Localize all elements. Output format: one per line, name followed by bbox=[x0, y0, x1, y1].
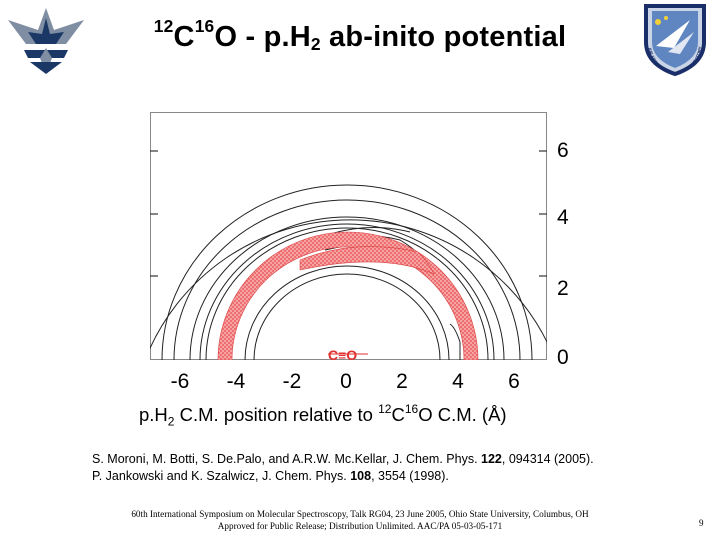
potential-contour-diagram bbox=[150, 112, 547, 360]
inner-contour bbox=[253, 273, 441, 360]
x-tick-label: -6 bbox=[170, 370, 190, 393]
outer-contour bbox=[150, 219, 547, 350]
contour bbox=[449, 323, 461, 360]
x-tick-label: -4 bbox=[226, 370, 246, 393]
x-axis-label: p.H2 C.M. position relative to 12C16O C.… bbox=[139, 402, 507, 429]
x-tick-label: 2 bbox=[396, 370, 408, 393]
page-number: 9 bbox=[699, 518, 704, 528]
contour bbox=[189, 216, 505, 360]
x-tick-label: 6 bbox=[508, 370, 520, 393]
highlight-inner-lobe bbox=[299, 246, 435, 275]
contour bbox=[205, 227, 489, 360]
molecule-label: C≡O bbox=[328, 347, 358, 363]
y-tick-label: 0 bbox=[557, 346, 569, 369]
footer-line-1: 60th International Symposium on Molecula… bbox=[131, 509, 589, 519]
slide-title: 12C16O - p.H2 ab-inito potential bbox=[153, 16, 567, 54]
y-tick-label: 2 bbox=[557, 277, 569, 300]
afrl-shield-logo: AIR FORCE RESEARCH LABORATORY bbox=[644, 4, 706, 77]
air-force-wings-logo bbox=[8, 8, 84, 74]
footer-line-2: Approved for Public Release; Distributio… bbox=[217, 521, 503, 531]
contour bbox=[161, 184, 533, 360]
reference-1: S. Moroni, M. Botti, S. De.Palo, and A.R… bbox=[92, 452, 594, 466]
x-tick-label: -2 bbox=[282, 370, 302, 393]
y-tick-label: 4 bbox=[557, 206, 569, 229]
x-tick-label: 4 bbox=[452, 370, 464, 393]
reference-2: P. Jankowski and K. Szalwicz, J. Chem. P… bbox=[92, 469, 449, 483]
y-tick-label: 6 bbox=[557, 139, 569, 162]
x-tick-label: 0 bbox=[340, 370, 352, 393]
contour bbox=[173, 199, 521, 360]
inner-contour bbox=[244, 265, 450, 360]
contour-lobe bbox=[329, 227, 411, 235]
contour bbox=[199, 223, 495, 360]
